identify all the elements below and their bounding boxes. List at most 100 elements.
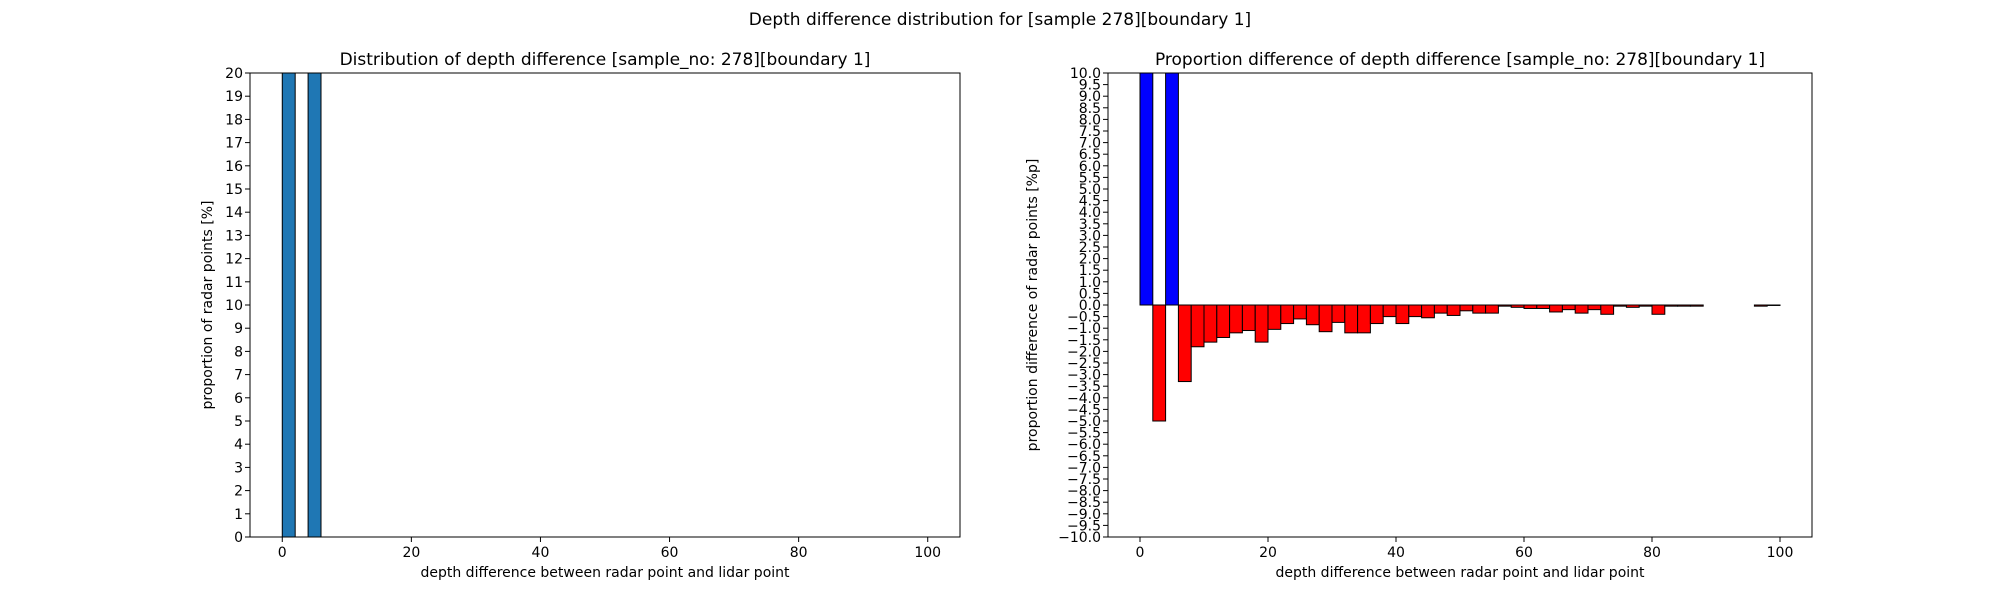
x-tick-label: 20 xyxy=(1259,545,1277,561)
x-tick-label: 40 xyxy=(1387,545,1405,561)
bar xyxy=(1280,304,1295,325)
bar xyxy=(1587,304,1602,311)
y-tick-label: −4.5 xyxy=(1067,402,1101,418)
x-axis-label: depth difference between radar point and… xyxy=(1275,565,1645,581)
y-tick-label: 7 xyxy=(234,368,243,384)
y-tick-label: 15 xyxy=(225,182,243,198)
bar xyxy=(1305,304,1320,326)
bar xyxy=(281,72,296,538)
y-tick-label: 5.5 xyxy=(1079,170,1101,186)
x-axis-label: depth difference between radar point and… xyxy=(420,565,790,581)
y-tick-label: 4 xyxy=(234,437,243,453)
y-tick-label: 6.0 xyxy=(1079,159,1101,175)
y-tick-label: −5.5 xyxy=(1067,426,1101,442)
y-tick-label: 3.0 xyxy=(1079,228,1101,244)
bar xyxy=(1382,304,1397,318)
y-tick-label: −0.5 xyxy=(1067,310,1101,326)
y-tick-label: 1.5 xyxy=(1079,263,1101,279)
bar xyxy=(1485,304,1499,314)
y-tick-label: −6.5 xyxy=(1067,449,1101,465)
bar xyxy=(1664,304,1679,307)
bar xyxy=(1344,304,1359,334)
y-tick-label: 10.0 xyxy=(1070,66,1101,82)
y-tick-label: 11 xyxy=(225,275,243,291)
x-tick-label: 0 xyxy=(278,545,287,561)
y-tick-label: −2.0 xyxy=(1067,344,1101,360)
bar xyxy=(1241,304,1256,332)
y-tick-label: −2.5 xyxy=(1067,356,1101,372)
y-tick-label: −7.0 xyxy=(1067,460,1101,476)
y-tick-label: 2.5 xyxy=(1079,240,1101,256)
bar xyxy=(1203,304,1218,343)
y-tick-label: 13 xyxy=(225,228,243,244)
y-tick-label: 3 xyxy=(234,460,243,476)
bar xyxy=(1216,304,1231,338)
bar xyxy=(1139,72,1154,306)
bar xyxy=(307,72,322,538)
bar xyxy=(1293,304,1307,320)
y-tick-label: 8 xyxy=(234,344,243,360)
y-tick-label: 9.0 xyxy=(1079,89,1101,105)
x-tick-label: 0 xyxy=(1136,545,1145,561)
bar xyxy=(1536,304,1551,309)
y-tick-label: −8.5 xyxy=(1067,495,1101,511)
bar xyxy=(1165,72,1179,306)
bar xyxy=(1446,304,1461,316)
bar xyxy=(1689,304,1704,307)
bar-series xyxy=(1139,72,1781,422)
bar xyxy=(1433,304,1448,314)
bar xyxy=(1510,304,1525,308)
y-tick-label: 6 xyxy=(234,391,243,407)
y-tick-label: 3.5 xyxy=(1079,217,1101,233)
y-tick-label: 7.5 xyxy=(1079,124,1101,140)
bar-series xyxy=(281,72,322,538)
bar xyxy=(1625,304,1640,308)
x-tick-label: 20 xyxy=(402,545,420,561)
bar xyxy=(1600,304,1615,315)
y-tick-label: −9.5 xyxy=(1067,518,1101,534)
y-tick-label: 0.5 xyxy=(1079,286,1101,302)
x-tick-label: 60 xyxy=(661,545,679,561)
bar xyxy=(1331,304,1346,323)
y-tick-label: −5.0 xyxy=(1067,414,1101,430)
x-tick-label: 80 xyxy=(790,545,808,561)
y-tick-label: 2 xyxy=(234,484,243,500)
x-tick-label: 100 xyxy=(1767,545,1794,561)
y-tick-label: 2.0 xyxy=(1079,252,1101,268)
x-tick-label: 40 xyxy=(532,545,550,561)
y-tick-label: 4.0 xyxy=(1079,205,1101,221)
x-axis-ticks: 0 20 40 60 80 100 xyxy=(1136,537,1794,561)
y-tick-label: −1.5 xyxy=(1067,333,1101,349)
bar xyxy=(1395,304,1410,325)
chart-title: Distribution of depth difference [sample… xyxy=(340,50,871,70)
y-axis-label: proportion of radar points [%] xyxy=(200,200,216,409)
y-tick-label: −4.0 xyxy=(1067,391,1101,407)
chart-title: Proportion difference of depth differenc… xyxy=(1155,50,1765,70)
y-tick-label: −8.0 xyxy=(1067,484,1101,500)
bar xyxy=(1357,304,1371,334)
y-tick-label: 17 xyxy=(225,136,243,152)
bar xyxy=(1638,304,1653,307)
bar xyxy=(1497,304,1512,307)
bar xyxy=(1574,304,1589,314)
y-tick-label: 8.0 xyxy=(1079,112,1101,128)
bar xyxy=(1523,304,1538,309)
y-tick-label: 5 xyxy=(234,414,243,430)
y-tick-label: 8.5 xyxy=(1079,101,1101,117)
bar xyxy=(1267,304,1282,330)
y-tick-label: 14 xyxy=(225,205,243,221)
y-axis-label: proportion difference of radar points [%… xyxy=(1025,159,1041,452)
y-tick-label: 19 xyxy=(225,89,243,105)
bar xyxy=(1753,304,1768,307)
bar xyxy=(1651,304,1666,315)
x-tick-label: 100 xyxy=(914,545,941,561)
y-tick-label: −3.5 xyxy=(1067,379,1101,395)
chart-panel-2: Proportion difference of depth differenc… xyxy=(1025,50,1813,581)
bar xyxy=(1472,304,1487,314)
chart-panel-1: Distribution of depth difference [sample… xyxy=(200,50,961,581)
bar xyxy=(1408,304,1423,318)
y-tick-label: 5.0 xyxy=(1079,182,1101,198)
chart-panels: Distribution of depth difference [sample… xyxy=(200,50,1813,581)
y-tick-label: 0 xyxy=(234,530,243,546)
